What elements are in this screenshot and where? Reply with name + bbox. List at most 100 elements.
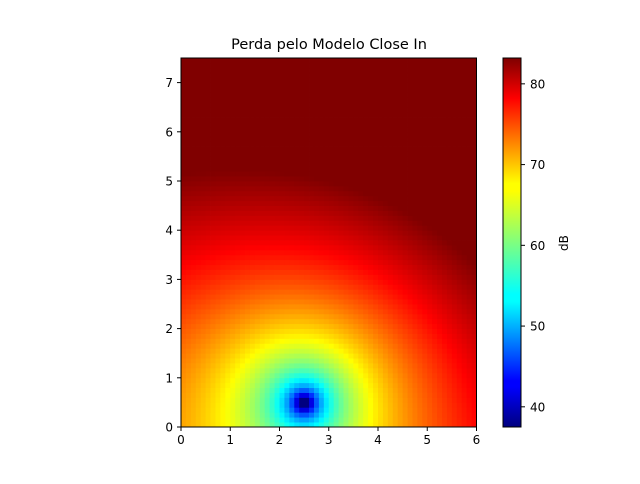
heatmap-cell: [451, 215, 458, 221]
heatmap-cell: [210, 382, 216, 389]
heatmap-cell: [245, 126, 251, 133]
heatmap-cell: [451, 97, 458, 103]
heatmap-cell: [437, 77, 443, 83]
heatmap-cell: [328, 358, 335, 364]
heatmap-cell: [402, 323, 408, 329]
heatmap-cell: [269, 67, 275, 74]
heatmap-cell: [220, 117, 226, 123]
heatmap-cell: [353, 205, 359, 211]
heatmap-cell: [185, 107, 192, 113]
heatmap-cell: [328, 215, 335, 221]
heatmap-cell: [432, 353, 438, 359]
heatmap-cell: [348, 402, 354, 408]
heatmap-cell: [446, 264, 453, 270]
heatmap-cell: [466, 358, 472, 364]
heatmap-cell: [348, 387, 354, 393]
heatmap-cell: [269, 313, 275, 320]
heatmap-cell: [318, 254, 325, 261]
heatmap-cell: [190, 367, 197, 374]
heatmap-cell: [284, 235, 290, 241]
heatmap-cell: [382, 279, 389, 285]
heatmap-cell: [446, 210, 453, 216]
heatmap-cell: [235, 422, 241, 428]
heatmap-cell: [328, 377, 335, 384]
heatmap-cell: [279, 156, 285, 162]
heatmap-cell: [368, 259, 374, 266]
heatmap-cell: [215, 358, 221, 364]
heatmap-cell: [304, 264, 310, 270]
heatmap-cell: [368, 181, 374, 187]
heatmap-cell: [225, 412, 231, 418]
heatmap-cell: [215, 210, 221, 216]
heatmap-cell: [392, 328, 399, 334]
heatmap-cell: [284, 230, 290, 236]
heatmap-cell: [259, 72, 266, 79]
heatmap-cell: [387, 136, 394, 143]
heatmap-cell: [446, 225, 453, 231]
heatmap-cell: [215, 343, 221, 349]
heatmap-cell: [249, 254, 256, 261]
heatmap-cell: [358, 377, 364, 384]
heatmap-cell: [313, 308, 320, 315]
heatmap-cell: [181, 171, 187, 177]
heatmap-cell: [274, 407, 280, 413]
heatmap-cell: [205, 225, 211, 231]
heatmap-cell: [328, 279, 335, 285]
heatmap-cell: [343, 358, 349, 364]
heatmap-cell: [215, 328, 221, 334]
heatmap-cell: [343, 274, 349, 280]
heatmap-cell: [264, 407, 271, 413]
heatmap-cell: [274, 176, 280, 182]
heatmap-cell: [422, 323, 428, 329]
heatmap-cell: [264, 348, 271, 354]
heatmap-cell: [328, 146, 335, 152]
heatmap-cell: [451, 92, 458, 98]
heatmap-cell: [195, 254, 202, 261]
heatmap-cell: [200, 338, 207, 344]
heatmap-cell: [461, 333, 468, 339]
heatmap-cell: [240, 402, 246, 408]
heatmap-cell: [215, 244, 221, 251]
heatmap-cell: [200, 126, 207, 133]
heatmap-cell: [230, 422, 236, 428]
heatmap-cell: [254, 343, 261, 349]
heatmap-cell: [269, 117, 275, 123]
heatmap-cell: [466, 304, 472, 310]
heatmap-cell: [427, 58, 433, 64]
heatmap-cell: [378, 338, 384, 344]
heatmap-cell: [353, 181, 359, 187]
heatmap-cell: [358, 343, 364, 349]
heatmap-cell: [220, 141, 226, 147]
heatmap-cell: [417, 284, 423, 290]
heatmap-cell: [200, 318, 207, 325]
heatmap-cell: [225, 97, 231, 103]
heatmap-cell: [373, 358, 379, 364]
y-tick-label: 0: [165, 421, 173, 435]
heatmap-cell: [471, 353, 477, 359]
heatmap-cell: [358, 249, 364, 256]
heatmap-cell: [279, 422, 285, 428]
heatmap-cell: [368, 363, 374, 369]
heatmap-cell: [264, 328, 271, 334]
heatmap-cell: [279, 259, 285, 266]
heatmap-cell: [451, 121, 458, 128]
heatmap-cell: [195, 402, 202, 408]
heatmap-cell: [373, 181, 379, 187]
heatmap-cell: [397, 259, 404, 266]
heatmap-cell: [466, 166, 472, 172]
heatmap-cell: [451, 77, 458, 83]
heatmap-cell: [235, 254, 241, 261]
heatmap-cell: [422, 156, 428, 162]
heatmap-cell: [451, 67, 458, 74]
heatmap-cell: [471, 126, 477, 133]
heatmap-cell: [397, 397, 404, 403]
heatmap-cell: [338, 185, 344, 192]
heatmap-cell: [309, 372, 315, 379]
heatmap-cell: [230, 190, 236, 197]
heatmap-cell: [397, 294, 404, 300]
heatmap-cell: [323, 407, 330, 413]
heatmap-cell: [264, 195, 271, 202]
heatmap-cell: [313, 210, 320, 216]
heatmap-cell: [313, 121, 320, 128]
heatmap-cell: [382, 141, 389, 147]
